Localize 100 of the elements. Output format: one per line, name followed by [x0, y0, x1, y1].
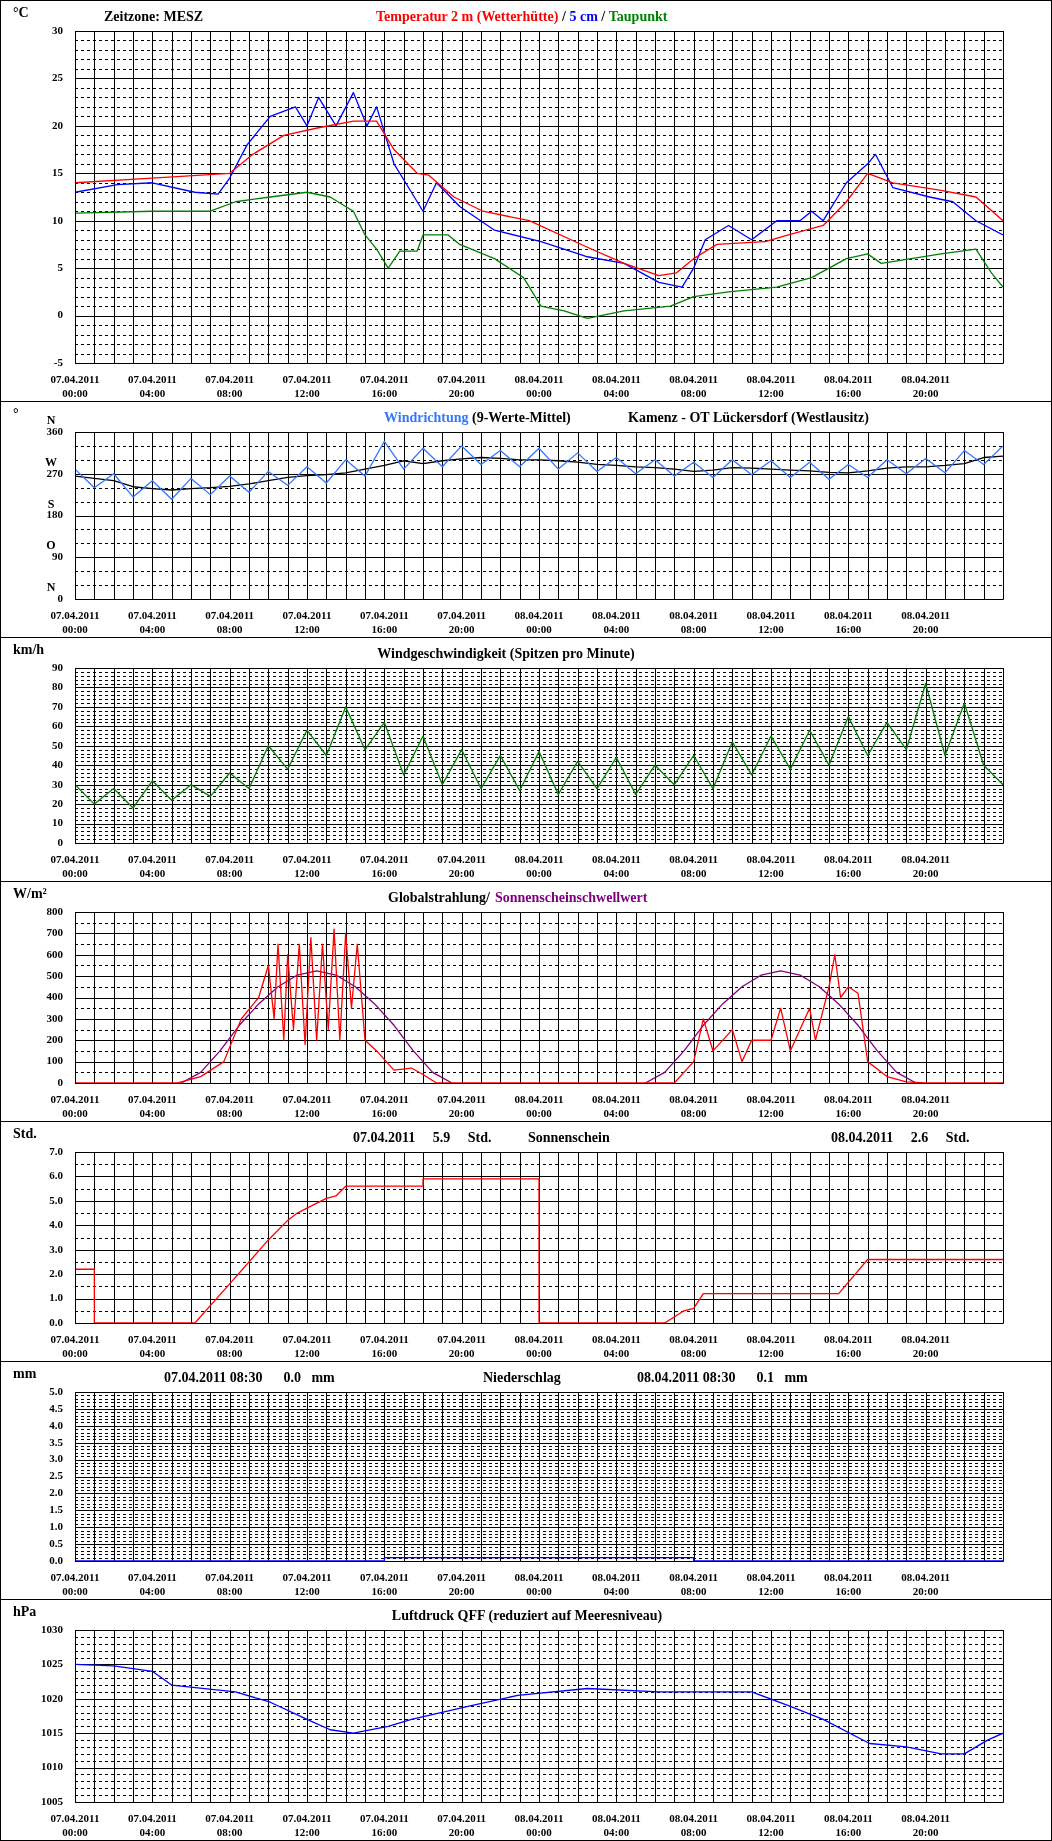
y-tick-label: -5 [53, 355, 64, 368]
x-tick-label: 08.04.2011 08:00 [669, 1812, 719, 1838]
x-tick-label: 07.04.2011 12:00 [282, 853, 332, 879]
x-tick-label: 07.04.2011 00:00 [50, 1333, 100, 1359]
x-tick-label: 08.04.2011 12:00 [746, 1571, 796, 1597]
y-tick-label: 10 [52, 213, 64, 226]
x-tick-label: 08.04.2011 04:00 [591, 1571, 641, 1597]
text: / [558, 9, 570, 24]
y-tick-label: 360 [46, 424, 64, 437]
y-axis-title: km/h [13, 642, 45, 657]
x-tick-label: 08.04.2011 16:00 [823, 609, 873, 635]
y-tick-label: 1025 [41, 1657, 64, 1670]
y-tick-label: 30 [52, 777, 64, 790]
x-tick-label: 07.04.2011 16:00 [359, 853, 409, 879]
x-tick-label: 08.04.2011 04:00 [591, 1333, 641, 1359]
x-tick-label: 07.04.2011 16:00 [359, 1571, 409, 1597]
y-tick-label: 1.0 [49, 1291, 64, 1304]
x-tick-label: 07.04.2011 04:00 [127, 853, 177, 879]
y-tick-label: 25 [52, 71, 64, 84]
y-tick-label: 2.5 [49, 1469, 64, 1482]
y-tick-label: 6.0 [49, 1169, 64, 1182]
chart-title: Windgeschwindigkeit (Spitzen pro Minute) [377, 646, 635, 662]
x-tick-label: 07.04.2011 20:00 [437, 853, 487, 879]
y-tick-label: 80 [52, 680, 64, 693]
text: Taupunkt [608, 9, 668, 24]
y-axis-title: mm [13, 1366, 37, 1381]
y-tick-label: 10 [52, 816, 64, 829]
x-tick-label: 07.04.2011 16:00 [359, 609, 409, 635]
x-tick-label: 08.04.2011 20:00 [901, 1333, 951, 1359]
x-tick-label: 07.04.2011 16:00 [359, 373, 409, 399]
x-tick-label: 08.04.2011 08:00 [669, 1093, 719, 1119]
y-tick-label: 5 [57, 260, 64, 273]
y-tick-label: 1015 [41, 1726, 64, 1739]
text: Zeitzone: MESZ [104, 9, 204, 24]
x-tick-label: 08.04.2011 00:00 [514, 373, 564, 399]
x-tick-label: 08.04.2011 20:00 [901, 1571, 951, 1597]
y-tick-label: 4.0 [49, 1218, 64, 1231]
x-tick-label: 08.04.2011 16:00 [823, 1571, 873, 1597]
y-tick-label: 1.0 [49, 1520, 64, 1533]
y-axis-title: °C [13, 5, 29, 20]
text: S [47, 496, 55, 511]
y-tick-label: 0 [57, 308, 64, 321]
x-tick-label: 07.04.2011 20:00 [437, 1812, 487, 1838]
x-tick-label: 08.04.2011 00:00 [514, 1812, 564, 1838]
x-tick-label: 07.04.2011 12:00 [282, 609, 332, 635]
y-axis-title: W/m² [13, 886, 47, 901]
y-tick-label: 3.5 [49, 1435, 64, 1448]
y-tick-label: 4.0 [49, 1418, 64, 1431]
x-tick-label: 07.04.2011 16:00 [359, 1093, 409, 1119]
y-tick-label: 2.0 [49, 1486, 64, 1499]
text: 08.04.2011 2.6 Std. [831, 1130, 970, 1145]
x-tick-label: 07.04.2011 08:00 [205, 1571, 255, 1597]
y-tick-label: 5.0 [49, 1384, 64, 1397]
text: N [46, 413, 56, 427]
y-tick-label: 1.5 [49, 1503, 64, 1516]
chart-title: Globalstrahlung/ [388, 890, 492, 905]
y-tick-label: 15 [52, 166, 64, 179]
y-tick-label: 3.0 [49, 1242, 64, 1255]
x-tick-label: 08.04.2011 16:00 [823, 1333, 873, 1359]
y-tick-label: 500 [46, 968, 64, 981]
x-tick-label: 08.04.2011 20:00 [901, 853, 951, 879]
y-tick-label: 30 [52, 23, 64, 36]
chart-title: Luftdruck QFF (reduziert auf Meeresniveau) [391, 1608, 663, 1624]
text: O [46, 538, 56, 553]
x-tick-label: 08.04.2011 12:00 [746, 373, 796, 399]
x-tick-label: 08.04.2011 12:00 [746, 853, 796, 879]
x-tick-label: 07.04.2011 08:00 [205, 853, 255, 879]
y-tick-label: 1020 [41, 1691, 64, 1704]
y-tick-label: 600 [46, 947, 64, 960]
x-tick-label: 07.04.2011 04:00 [127, 373, 177, 399]
x-tick-label: 08.04.2011 00:00 [514, 1093, 564, 1119]
y-tick-label: 400 [46, 990, 64, 1003]
x-tick-label: 07.04.2011 00:00 [50, 373, 100, 399]
y-tick-label: 50 [52, 738, 64, 751]
x-tick-label: 07.04.2011 12:00 [282, 1333, 332, 1359]
x-tick-label: 08.04.2011 04:00 [591, 1093, 641, 1119]
x-tick-label: 08.04.2011 04:00 [591, 373, 641, 399]
text: 5 cm [569, 9, 599, 24]
x-tick-label: 08.04.2011 12:00 [746, 1333, 796, 1359]
y-tick-label: 180 [46, 508, 64, 521]
y-tick-label: 20 [52, 796, 64, 809]
x-tick-label: 07.04.2011 20:00 [437, 373, 487, 399]
series-label: Windrichtung [384, 410, 469, 425]
text: (9-Werte-Mittel) [472, 410, 572, 426]
y-axis-title: ° [13, 406, 19, 421]
y-tick-label: 2.0 [49, 1266, 64, 1279]
x-tick-label: 07.04.2011 16:00 [359, 1812, 409, 1838]
x-tick-label: 08.04.2011 08:00 [669, 1333, 719, 1359]
x-tick-label: 07.04.2011 12:00 [282, 1093, 332, 1119]
text: / [597, 9, 609, 24]
x-tick-label: 08.04.2011 00:00 [514, 853, 564, 879]
x-tick-label: 07.04.2011 08:00 [205, 1333, 255, 1359]
x-tick-label: 07.04.2011 00:00 [50, 1093, 100, 1119]
y-tick-label: 0.0 [49, 1315, 64, 1328]
chart-title: Sonnenschein [528, 1130, 610, 1145]
y-tick-label: 4.5 [49, 1401, 64, 1414]
x-tick-label: 08.04.2011 04:00 [591, 1812, 641, 1838]
x-tick-label: 08.04.2011 08:00 [669, 373, 719, 399]
x-tick-label: 08.04.2011 20:00 [901, 609, 951, 635]
y-tick-label: 60 [52, 719, 64, 732]
